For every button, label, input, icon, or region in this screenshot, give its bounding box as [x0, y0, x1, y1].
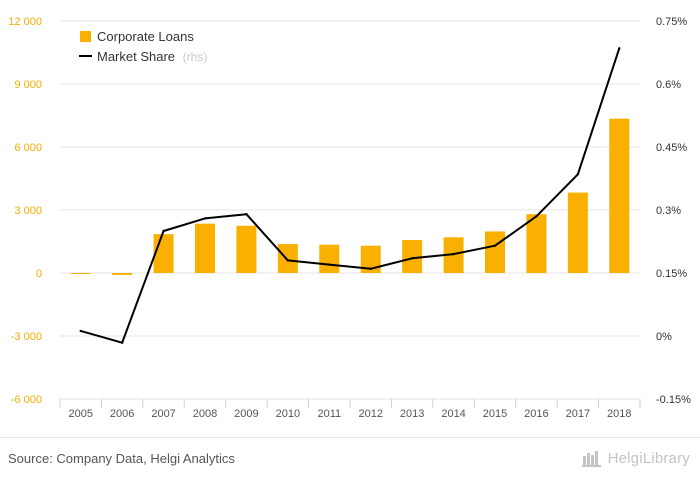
x-tick-label: 2007: [151, 408, 175, 420]
legend: Corporate Loans Market Share (rhs): [79, 29, 207, 64]
market-share-point: [162, 229, 165, 233]
x-tick-label: 2009: [234, 408, 258, 420]
y-right-tick-label: 0%: [656, 331, 672, 343]
bar: [360, 245, 381, 273]
y-right-tick-label: -0.15%: [656, 394, 691, 406]
y-right-tick-label: 0.45%: [656, 142, 687, 154]
bar: [112, 273, 133, 275]
bar: [609, 118, 630, 274]
bar: [319, 244, 340, 273]
bars-corporate-loans: [70, 118, 630, 275]
x-tick-label: 2008: [193, 408, 217, 420]
market-share-point: [369, 267, 372, 270]
market-share-point: [79, 329, 82, 333]
market-share-line: [80, 47, 621, 344]
x-tick-label: 2010: [276, 408, 300, 420]
y-left-tick-label: 12 000: [8, 16, 42, 28]
bar: [402, 240, 423, 273]
x-tick-label: 2005: [68, 408, 92, 420]
y-left-tick-label: -6 000: [11, 394, 42, 406]
market-share-point: [452, 252, 455, 256]
y-left-tick-label: 0: [36, 268, 42, 280]
axes: 12 000 9 000 6 000 3 000 0 -3 000 -6 000 0.75% 0…: [8, 16, 691, 420]
x-tick-label: 2012: [358, 408, 382, 420]
market-share-point: [245, 213, 248, 216]
y-left-tick-label: 3 000: [14, 205, 42, 217]
helgi-library-logo-icon: [581, 451, 601, 467]
x-tick-label: 2006: [110, 408, 134, 420]
bar: [153, 234, 174, 273]
y-right-tick-label: 0.75%: [656, 16, 687, 28]
bar: [567, 192, 588, 273]
gridlines: [60, 20, 640, 400]
x-tick-label: 2017: [566, 408, 590, 420]
bar: [277, 244, 298, 273]
legend-label-market-share: Market Share (rhs): [97, 49, 207, 64]
bar: [195, 223, 215, 273]
legend-swatch-corporate-loans: [80, 31, 91, 42]
source-text: Source: Company Data, Helgi Analytics: [8, 451, 235, 466]
x-tick-label: 2013: [400, 408, 424, 420]
bar: [70, 273, 91, 274]
market-share-point: [535, 215, 538, 218]
chart: 12 000 9 000 6 000 3 000 0 -3 000 -6 000 0.75% 0…: [8, 16, 691, 420]
x-tick-label: 2015: [483, 408, 507, 420]
y-left-tick-label: 9 000: [14, 79, 42, 91]
market-share-point: [328, 263, 331, 266]
x-tick-label: 2011: [317, 408, 341, 420]
legend-label-rhs: (rhs): [183, 50, 208, 64]
market-share-point: [203, 217, 207, 220]
brand-logo: HelgiLibrary: [581, 449, 690, 467]
bar: [236, 225, 257, 273]
market-share-point: [618, 47, 621, 50]
y-left-tick-label: -3 000: [11, 331, 42, 343]
brand-name: HelgiLibrary: [607, 449, 690, 467]
line-market-share: [79, 47, 621, 344]
legend-label-corporate-loans: Corporate Loans: [97, 29, 194, 44]
market-share-point: [576, 173, 580, 176]
legend-label-market-share-text: Market Share: [97, 49, 175, 64]
x-tick-label: 2018: [607, 408, 631, 420]
y-right-tick-label: 0.15%: [656, 268, 687, 280]
y-right-tick-label: 0.6%: [656, 79, 681, 91]
market-share-point: [410, 257, 414, 260]
bar: [526, 214, 547, 273]
x-tick-label: 2016: [524, 408, 548, 420]
market-share-point: [493, 244, 497, 247]
footer-divider: [0, 437, 700, 438]
y-right-tick-label: 0.3%: [656, 205, 681, 217]
market-share-point: [286, 259, 290, 262]
bar: [485, 231, 505, 273]
x-tick-label: 2014: [441, 408, 465, 420]
y-left-tick-label: 6 000: [14, 142, 42, 154]
market-share-point: [120, 341, 124, 344]
